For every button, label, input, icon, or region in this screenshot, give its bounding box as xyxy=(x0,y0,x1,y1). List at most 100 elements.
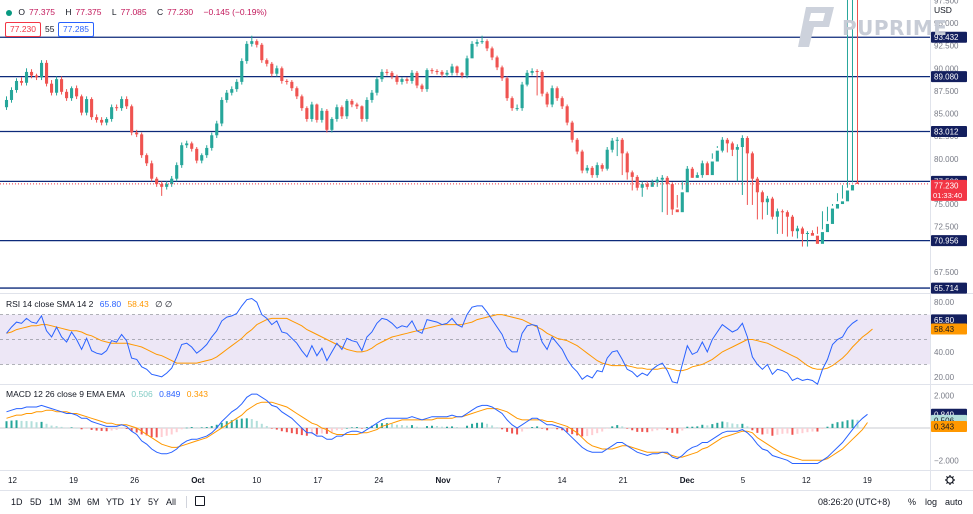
rsi-line xyxy=(6,297,858,386)
macd-histogram-bar xyxy=(601,428,604,432)
candle-body xyxy=(795,228,799,232)
macd-histogram-bar xyxy=(25,421,28,428)
macd-histogram-bar xyxy=(441,426,444,428)
candle-body xyxy=(465,58,469,76)
macd-histogram-bar xyxy=(611,426,614,428)
macd-histogram-bar xyxy=(125,428,128,429)
macd-histogram-bar xyxy=(751,428,754,431)
candle-body xyxy=(330,118,334,130)
candle-body xyxy=(115,107,119,109)
candle-body xyxy=(105,118,109,123)
range-5y[interactable]: 5Y xyxy=(148,497,160,507)
macd-histogram-bar xyxy=(796,428,799,434)
candle-body xyxy=(350,100,354,105)
time-axis-tick: Dec xyxy=(680,476,695,485)
macd-histogram-bar xyxy=(425,426,428,428)
settings-gear-icon[interactable] xyxy=(945,475,955,485)
macd-histogram-bar xyxy=(736,424,739,428)
sell-price-box[interactable]: 77.230 xyxy=(5,22,41,37)
macd-histogram-bar xyxy=(30,421,33,428)
candle-body xyxy=(80,96,84,113)
macd-histogram-bar xyxy=(235,419,238,428)
candle-body xyxy=(550,88,554,105)
price-axis-tick: 80.000 xyxy=(934,155,959,164)
candle-body xyxy=(65,91,69,99)
candle-body xyxy=(230,89,234,93)
price-change: −0.145 (−0.19%) xyxy=(203,7,267,17)
date-range-icon[interactable] xyxy=(195,496,205,506)
candle-body xyxy=(690,168,694,178)
ohlc-close: C 77.230 xyxy=(157,7,194,17)
candle-body xyxy=(685,168,689,193)
candle-body xyxy=(840,201,845,205)
range-3m[interactable]: 3M xyxy=(68,497,81,507)
macd-histogram-bar xyxy=(496,427,499,428)
macd-histogram-bar xyxy=(5,421,8,428)
macd-histogram-bar xyxy=(801,428,804,434)
rsi-extra: ∅ ∅ xyxy=(155,299,173,309)
candle-body xyxy=(695,175,699,178)
macd-histogram-bar xyxy=(75,428,78,429)
candle-body xyxy=(250,41,254,44)
macd-axis-tick: −2.000 xyxy=(934,456,959,465)
level-tag-bg xyxy=(931,126,967,138)
price-axis-tick: 87.500 xyxy=(934,87,959,96)
macd-histogram-bar xyxy=(300,428,303,436)
candle-body xyxy=(425,70,429,90)
macd-histogram-bar xyxy=(546,428,549,431)
range-6m[interactable]: 6M xyxy=(87,497,100,507)
range-1m[interactable]: 1M xyxy=(49,497,62,507)
candle-body xyxy=(560,98,564,107)
candle-body xyxy=(670,184,674,210)
percent-toggle[interactable]: % xyxy=(908,497,917,507)
clock-time: 08:26:20 (UTC+8) xyxy=(818,497,891,507)
macd-histogram-bar xyxy=(265,426,268,428)
macd-histogram-bar xyxy=(531,427,534,428)
candle-body xyxy=(855,182,860,184)
macd-histogram-bar xyxy=(446,426,449,428)
macd-hist-tag: 0.506 xyxy=(934,416,955,425)
macd-histogram-bar xyxy=(120,428,123,429)
range-1d[interactable]: 1D xyxy=(11,497,23,507)
range-1y[interactable]: 1Y xyxy=(130,497,142,507)
macd-histogram-bar xyxy=(35,422,38,428)
candle-body xyxy=(175,165,179,179)
candle-body xyxy=(710,161,714,176)
candle-body xyxy=(635,176,639,188)
candle-body xyxy=(135,132,139,135)
macd-histogram-bar xyxy=(681,428,684,431)
candle-body xyxy=(29,71,34,76)
macd-histogram-bar xyxy=(10,420,13,428)
auto-toggle[interactable]: auto xyxy=(945,497,963,507)
log-toggle[interactable]: log xyxy=(925,497,938,507)
macd-histogram-bar xyxy=(90,428,93,430)
candle-body xyxy=(225,92,229,100)
candle-body xyxy=(345,100,349,117)
macd-histogram-bar xyxy=(285,428,288,433)
range-5d[interactable]: 5D xyxy=(30,497,42,507)
buy-price-box[interactable]: 77.285 xyxy=(58,22,94,37)
rsi-value-tag: 65.80 xyxy=(934,316,955,325)
candle-body xyxy=(9,90,14,100)
candle-body xyxy=(720,139,724,151)
candle-body xyxy=(680,192,684,213)
level-tag-bg xyxy=(931,71,967,83)
macd-histogram-bar xyxy=(696,426,699,428)
time-axis-tick: 5 xyxy=(741,476,746,485)
macd-histogram-bar xyxy=(511,428,514,434)
macd-histogram-bar xyxy=(165,428,168,436)
macd-histogram-bar xyxy=(616,425,619,428)
currency-label[interactable]: USD xyxy=(934,5,952,15)
range-all[interactable]: All xyxy=(166,497,177,507)
candle-body xyxy=(805,232,809,234)
macd-histogram-bar xyxy=(215,424,218,428)
candle-body xyxy=(440,71,444,75)
macd-histogram-bar xyxy=(250,419,253,428)
range-ytd[interactable]: YTD xyxy=(106,497,124,507)
macd-histogram-bar xyxy=(731,423,734,428)
candle-body xyxy=(640,184,644,188)
macd-histogram-bar xyxy=(486,423,489,428)
macd-histogram-bar xyxy=(380,423,383,428)
candle-body xyxy=(725,139,729,144)
